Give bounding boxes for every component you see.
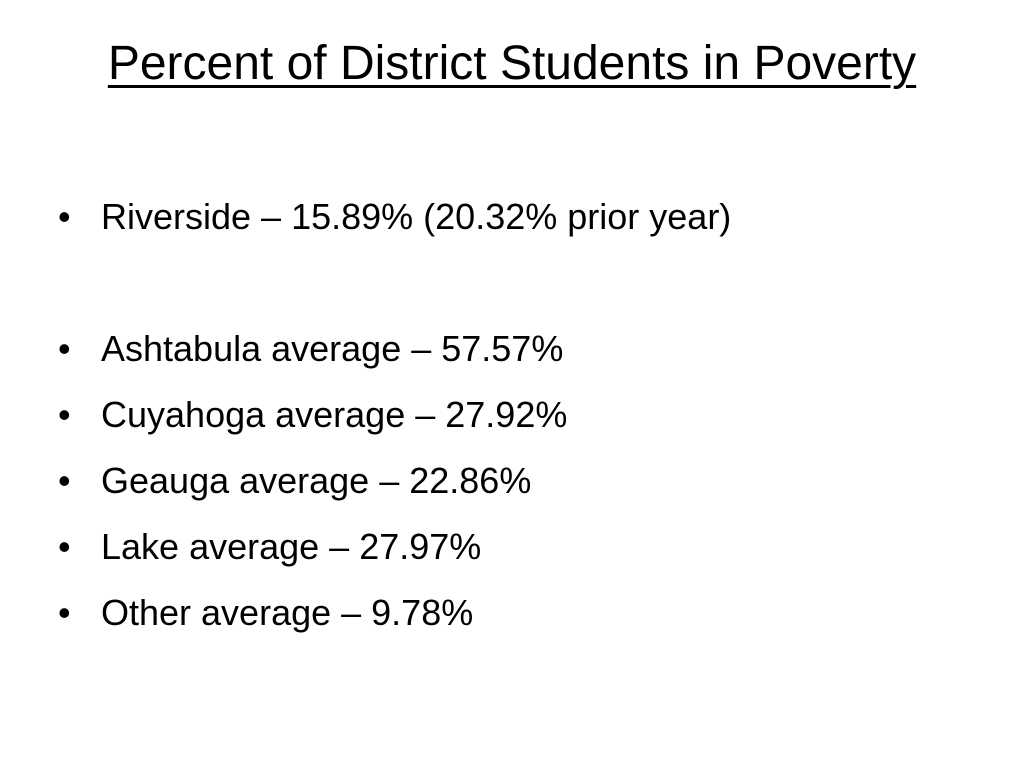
bullet-dot-icon: • — [58, 394, 71, 435]
bullet-text: Ashtabula average – 57.57% — [101, 328, 564, 369]
bullet-dot-icon: • — [58, 460, 71, 501]
bullet-item: • Cuyahoga average – 27.92% — [58, 382, 978, 448]
bullet-item: • Ashtabula average – 57.57% — [58, 316, 978, 382]
bullet-item: • Lake average – 27.97% — [58, 514, 978, 580]
bullet-text: Riverside – 15.89% (20.32% prior year) — [101, 196, 732, 237]
bullet-item: • Geauga average – 22.86% — [58, 448, 978, 514]
bullet-text: Geauga average – 22.86% — [101, 460, 532, 501]
bullet-dot-icon: • — [58, 526, 71, 567]
bullet-dot-icon: • — [58, 196, 71, 237]
bullet-item: • Riverside – 15.89% (20.32% prior year) — [58, 184, 978, 250]
bullet-list: • Riverside – 15.89% (20.32% prior year)… — [58, 184, 978, 646]
bullet-text: Other average – 9.78% — [101, 592, 474, 633]
bullet-dot-icon: • — [58, 592, 71, 633]
bullet-text: Cuyahoga average – 27.92% — [101, 394, 568, 435]
bullet-item: • Other average – 9.78% — [58, 580, 978, 646]
bullet-dot-icon: • — [58, 328, 71, 369]
bullet-text: Lake average – 27.97% — [101, 526, 482, 567]
slide-title: Percent of District Students in Poverty — [107, 37, 917, 90]
